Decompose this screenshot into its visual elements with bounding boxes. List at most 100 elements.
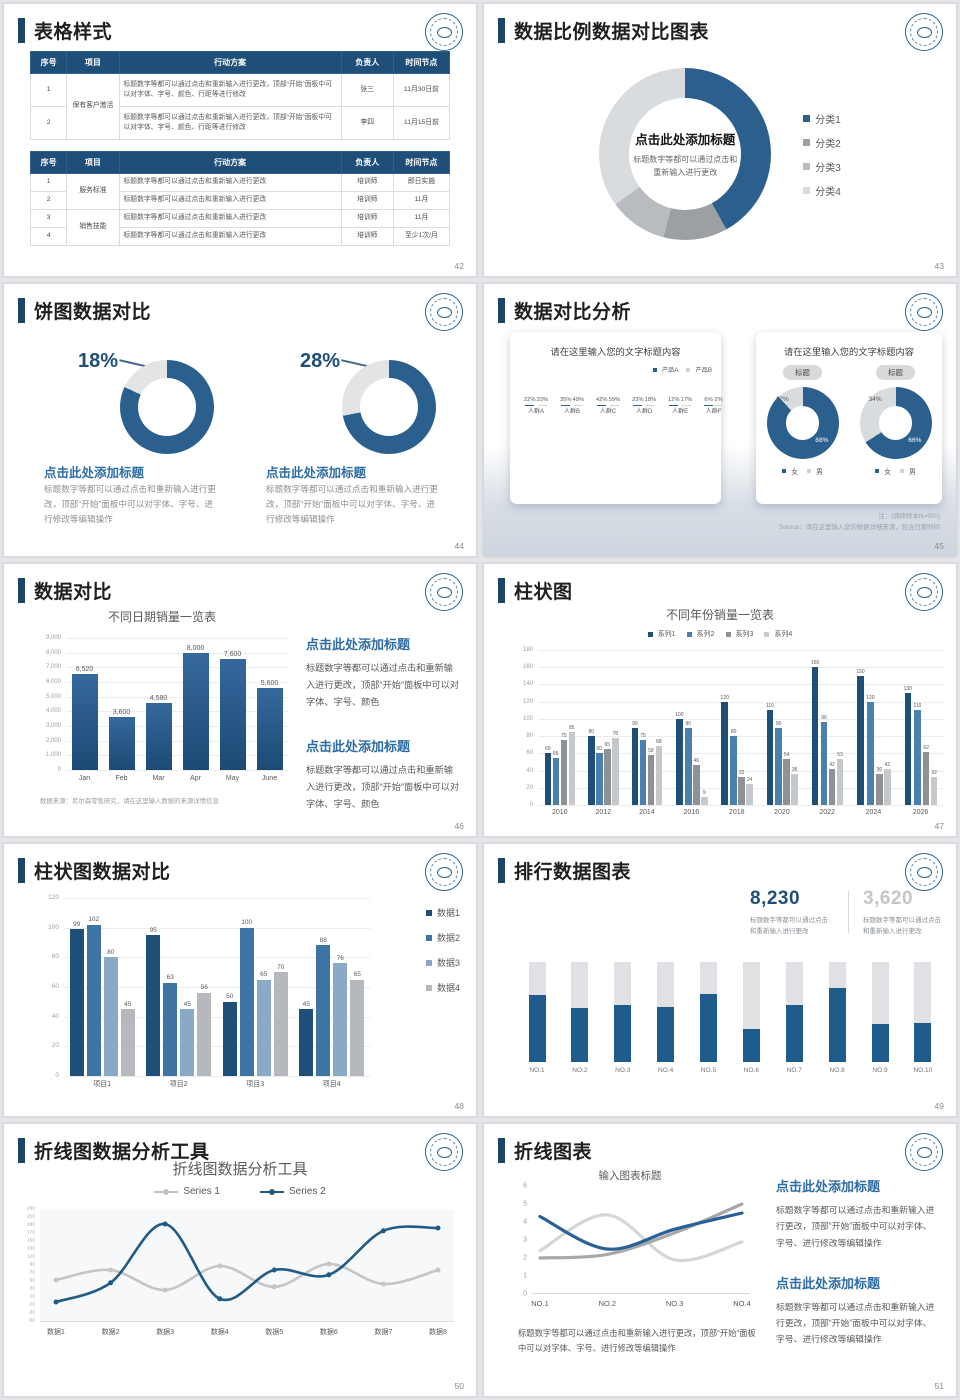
bar <box>222 1001 237 1076</box>
x-category-label: 人群B <box>564 409 581 415</box>
ranking-fill <box>528 995 546 1062</box>
table-cell: 1 <box>29 73 68 107</box>
bar-group: 80 60 65 78 2012 <box>588 650 619 820</box>
gridline <box>538 770 944 772</box>
bar-value-label: 120 <box>866 694 875 701</box>
y-axis: 180 160 140 120 100 80 60 40 20 0 <box>514 647 538 808</box>
gridline <box>66 770 288 771</box>
bar-wrapper: 9 <box>701 650 708 805</box>
legend-item: 女 <box>875 466 891 476</box>
bar-value-label: 100 <box>241 919 253 927</box>
stat-block-2: 3,620 标题数字等都可以通过点击和重新输入进行更改 <box>863 888 947 937</box>
legend-item: 数据1 <box>425 906 460 919</box>
x-category-label: 人群F <box>705 409 722 415</box>
bar-wrapper: 32 <box>738 650 745 805</box>
bar <box>86 924 101 1076</box>
slide-44-pie-compare[interactable]: 饼图数据对比 18% 点击此处添加标题 标题数字等都可以通过点击和重新输入进行更… <box>4 284 476 556</box>
slide-header: 折线图数据分析工具 <box>18 1137 210 1164</box>
slide-50-line-analysis[interactable]: 折线图数据分析工具 折线图数据分析工具 Series 1 Series 2 230… <box>4 1124 476 1396</box>
x-category-label: 2022 <box>819 809 835 816</box>
y-tick-label: 5 <box>523 1200 527 1208</box>
gridline <box>64 987 370 988</box>
table-cell: 标题数字等都可以通过点击和重新输入进行更改 <box>118 227 342 246</box>
bar-wrapper: 88 <box>316 898 331 1076</box>
bars-row: 90 75 58 68 <box>631 650 663 805</box>
gridline <box>66 696 288 698</box>
bar <box>738 777 745 805</box>
bar-value-label: 58 <box>648 748 654 755</box>
bar-value-label: 70 <box>277 963 285 971</box>
slide-42-table-styles[interactable]: 表格样式 序号 项目 行动方案 负责人 时间节点 1 保有客户激活 标题数字等都可以通过点击和… <box>4 4 476 276</box>
y-tick-label: 150 <box>26 1238 35 1244</box>
ranking-column: NO.10 <box>908 962 938 1084</box>
gridline <box>64 1046 370 1048</box>
note-line-2: Source：请在这里输入您的数据详细来源，包含日期时间 <box>779 523 940 531</box>
bar-value-label: 96 <box>821 715 827 722</box>
org-seal-logo <box>905 573 943 611</box>
slide-51-line-chart[interactable]: 折线图表 输入图表标题 6 5 4 3 2 1 0 NO.1 NO.2 NO.3 NO.4 标题数字… <box>484 1124 956 1396</box>
y-tick-label: 20 <box>526 784 533 791</box>
y-tick-label: 120 <box>48 893 59 901</box>
bars-row: 45 88 76 65 <box>299 898 365 1076</box>
bars-row: 4,580 <box>145 638 172 770</box>
slide-title: 数据对比 <box>34 582 113 603</box>
bar-value-label: 22% <box>523 397 536 404</box>
slide-48-bar-compare[interactable]: 柱状图数据对比 120 100 80 60 40 20 0 99 102 80 45 项目1 95 63 4… <box>4 844 476 1116</box>
slide-title: 表格样式 <box>34 22 113 43</box>
x-category-label: 项目4 <box>322 1081 341 1088</box>
y-tick-label: 6,000 <box>45 679 61 685</box>
bar <box>180 1009 195 1076</box>
data-table: 序号 项目 行动方案 负责人 时间节点 1 保有客户激活 标题数字等都可以通过点击和重新输入进… <box>29 51 451 140</box>
slide-47-bar-chart[interactable]: 柱状图 不同年份销量一览表 系列1 系列2 系列3 系列4 180 160 140 120 1… <box>484 564 956 836</box>
slide-49-ranking-chart[interactable]: 排行数据图表 8,230 标题数字等都可以通过点击和重新输入进行更改 3,620… <box>484 844 956 1116</box>
ranking-column: NO.4 <box>651 962 681 1084</box>
legend-label: Series 2 <box>289 1186 326 1197</box>
legend-label: 分类1 <box>815 114 841 126</box>
chart-caption: 标题数字等都可以通过点击和重新输入进行更改，顶部“开始”面板中可以对字体、字号、… <box>518 1328 756 1353</box>
slide-43-proportion-donut[interactable]: 数据比例数据对比图表 点击此处添加标题 标题数字等都可以通过点击和 重新输入进行… <box>484 4 956 276</box>
gridline <box>538 736 944 738</box>
bar-group: 7,600 May <box>219 638 246 786</box>
bar-wrapper: 70 <box>273 898 288 1076</box>
bar <box>775 727 782 805</box>
y-tick-label: -30 <box>28 1310 35 1316</box>
legend-swatch <box>425 909 432 916</box>
y-tick-label: -10 <box>28 1302 35 1308</box>
slide-46-data-compare[interactable]: 数据对比 不同日期销量一览表 9,000 8,000 7,000 6,000 5,000… <box>4 564 476 836</box>
bar-value-label: 7,600 <box>223 650 242 658</box>
table-header-cell: 时间节点 <box>392 51 451 74</box>
y-tick-label: 110 <box>27 1254 35 1260</box>
bars-row: 50 100 65 70 <box>222 898 288 1076</box>
ranking-label: NO.7 <box>786 1067 802 1074</box>
org-seal-logo <box>905 1133 943 1171</box>
bar-wrapper: 65 <box>256 898 271 1076</box>
bar-value-label: 56 <box>200 984 208 992</box>
y-tick-label: 140 <box>522 681 533 688</box>
action-plan-table-1: 序号 项目 行动方案 负责人 时间节点 1 保有客户激活 标题数字等都可以通过点击和重新输入进… <box>29 51 451 140</box>
y-tick-label: 130 <box>26 1246 35 1252</box>
ranking-fill <box>571 1008 589 1062</box>
slide-header: 柱状图 <box>498 577 573 604</box>
bar-wrapper: 36 <box>876 650 883 805</box>
slide-45-data-analysis[interactable]: 数据对比分析 请在这里输入您的文字标题内容 产品A 产品B 22% 33% 人群A 35… <box>484 284 956 556</box>
bar-value-label: 46 <box>693 758 700 765</box>
legend-item: 分类4 <box>803 183 841 198</box>
bar-value-label: 35% <box>559 397 572 404</box>
bar-value-label: 32 <box>738 770 745 777</box>
legend-label: 女 <box>791 469 798 476</box>
table-cell: 2 <box>29 106 68 140</box>
bars-row: 95 63 45 56 <box>146 898 212 1076</box>
slide-header: 饼图数据对比 <box>18 297 151 324</box>
bar <box>669 405 679 406</box>
bars-row: 8,000 <box>182 638 209 770</box>
bar-value-label: 75 <box>640 733 646 740</box>
bar-wrapper: 100 <box>675 650 684 805</box>
bar <box>914 710 921 805</box>
legend-item: Series 2 <box>260 1186 326 1197</box>
bar-value-label: 85 <box>568 724 575 731</box>
bars-row: 100 90 46 9 <box>675 650 708 805</box>
text-block-1: 点击此处添加标题 标题数字等都可以通过点击和重新输入进行更改，顶部“开始”面板中… <box>776 1176 940 1251</box>
gridline <box>538 701 944 703</box>
bar <box>631 727 639 805</box>
